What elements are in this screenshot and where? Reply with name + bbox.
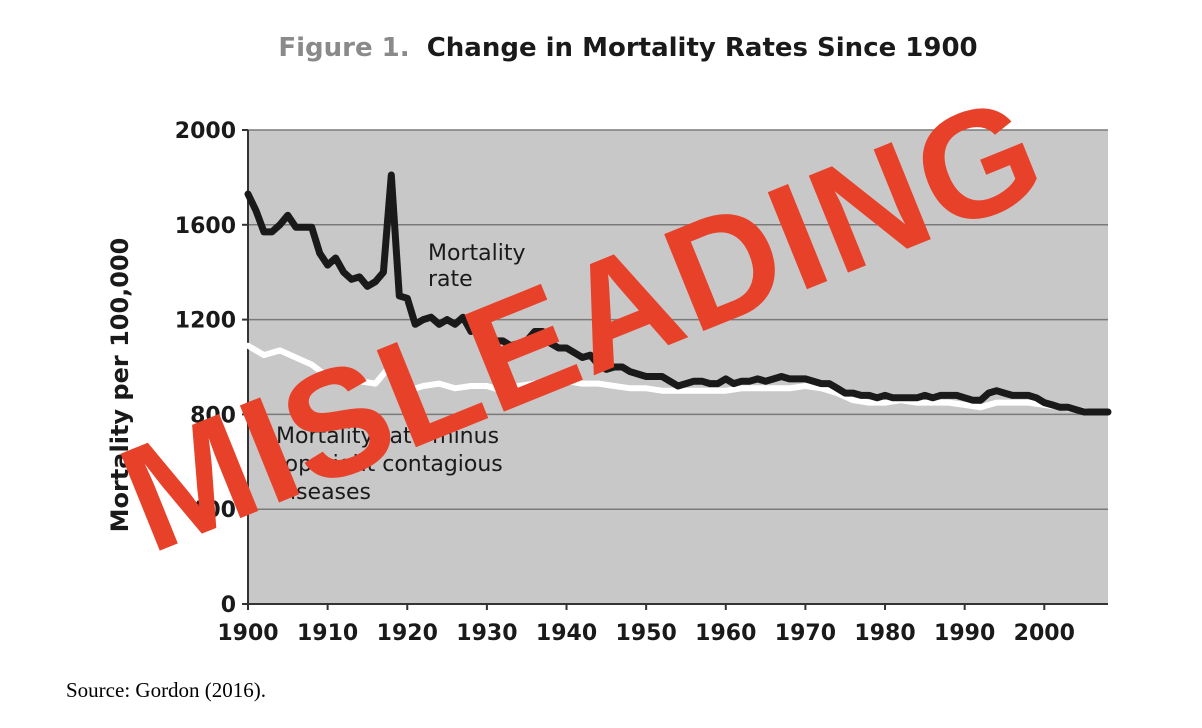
annotation-mortality-rate-line-1: Mortality (428, 241, 525, 266)
x-tick-label-1900: 1900 (217, 621, 278, 646)
x-tick-label-1910: 1910 (297, 621, 358, 646)
x-tick-label-1970: 1970 (775, 621, 836, 646)
annotation-minus-contagious: Mortality rate minus top eight contagiou… (276, 424, 510, 505)
source-note: Source: Gordon (2016). (66, 678, 267, 702)
y-tick-label-400: 400 (190, 498, 236, 523)
x-tick-label-1930: 1930 (456, 621, 517, 646)
title-main: Change in Mortality Rates Since 1900 (427, 33, 978, 63)
y-tick-labels: 0 400 800 1200 1600 2000 (175, 119, 248, 618)
x-tick-label-1960: 1960 (695, 621, 756, 646)
annotation-minus-line-1: Mortality rate minus (276, 424, 499, 449)
annotation-mortality-rate: Mortality rate (428, 241, 532, 292)
annotation-minus-line-2: top eight contagious (276, 452, 503, 477)
y-tick-label-1600: 1600 (175, 214, 236, 239)
chart-title: Figure 1. Change in Mortality Rates Sinc… (278, 33, 977, 63)
x-tick-label-1920: 1920 (377, 621, 438, 646)
series-line-minus-contagious (245, 342, 1111, 415)
y-axis-label: Mortality per 100,000 (106, 238, 134, 533)
y-tick-label-0: 0 (221, 593, 236, 618)
x-tick-labels: 1900 1910 1920 1930 1940 1950 1960 1970 1980 1990… (217, 604, 1075, 646)
annotation-minus-line-3: diseases (276, 480, 371, 505)
x-tick-label-1990: 1990 (934, 621, 995, 646)
y-tick-label-1200: 1200 (175, 309, 236, 334)
series-line-mortality-rate (244, 171, 1112, 416)
y-tick-label-800: 800 (190, 403, 236, 428)
x-tick-label-1940: 1940 (536, 621, 597, 646)
y-tick-label-2000: 2000 (175, 119, 236, 144)
x-tick-label-1950: 1950 (616, 621, 677, 646)
x-tick-label-2000: 2000 (1014, 621, 1075, 646)
annotation-mortality-rate-line-2: rate (428, 267, 473, 292)
title-prefix: Figure 1. (278, 33, 409, 63)
x-tick-label-1980: 1980 (854, 621, 915, 646)
series-layer (244, 171, 1112, 416)
